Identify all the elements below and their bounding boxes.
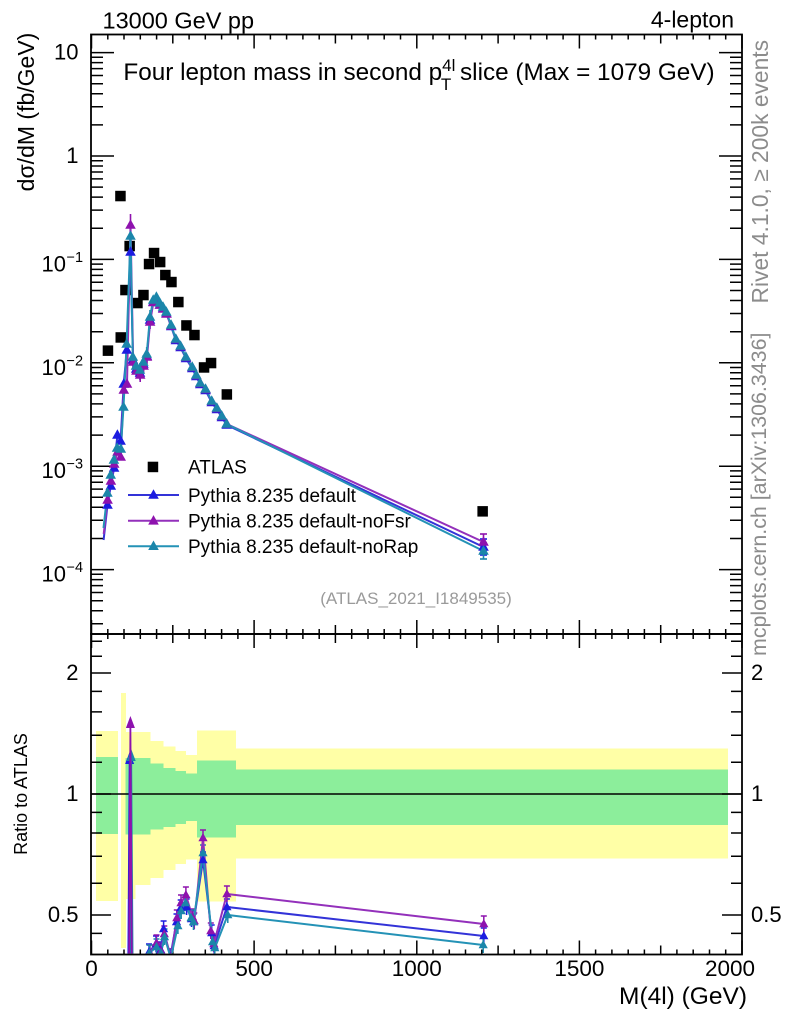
svg-text:2: 2 [66, 660, 78, 685]
svg-text:10: 10 [42, 562, 66, 587]
svg-text:(ATLAS_2021_I1849535): (ATLAS_2021_I1849535) [320, 589, 512, 608]
svg-text:13000 GeV pp: 13000 GeV pp [103, 8, 255, 34]
svg-text:−1: −1 [67, 250, 84, 266]
svg-text:Rivet 4.1.0, ≥ 200k events: Rivet 4.1.0, ≥ 200k events [747, 40, 773, 303]
svg-text:Pythia 8.235 default-noFsr: Pythia 8.235 default-noFsr [188, 512, 412, 533]
svg-text:−3: −3 [67, 457, 84, 473]
svg-text:0.5: 0.5 [751, 902, 782, 927]
svg-text:Pythia 8.235 default-noRap: Pythia 8.235 default-noRap [188, 537, 418, 558]
svg-text:−4: −4 [67, 560, 84, 576]
svg-text:2: 2 [751, 660, 763, 685]
svg-text:10: 10 [42, 458, 66, 483]
svg-text:10: 10 [42, 251, 66, 276]
svg-text:0.5: 0.5 [48, 902, 79, 927]
svg-text:ATLAS: ATLAS [188, 458, 247, 479]
svg-text:1: 1 [751, 781, 763, 806]
svg-text:1000: 1000 [392, 956, 442, 981]
svg-text:500: 500 [235, 956, 273, 981]
svg-text:1: 1 [66, 781, 78, 806]
svg-text:2000: 2000 [705, 956, 755, 981]
svg-text:Pythia 8.235 default: Pythia 8.235 default [188, 486, 357, 507]
svg-text:10: 10 [54, 40, 78, 65]
svg-text:−2: −2 [67, 353, 84, 369]
svg-text:10: 10 [42, 355, 66, 380]
svg-text:Ratio to ATLAS: Ratio to ATLAS [11, 733, 31, 855]
svg-text:0: 0 [85, 956, 98, 981]
svg-text:dσ/dM (fb/GeV): dσ/dM (fb/GeV) [13, 33, 39, 192]
svg-text:1500: 1500 [554, 956, 604, 981]
svg-text:mcplots.cern.ch [arXiv:1306.34: mcplots.cern.ch [arXiv:1306.3436] [747, 333, 771, 656]
svg-text:M(4l) (GeV): M(4l) (GeV) [619, 983, 747, 1010]
svg-text:4-lepton: 4-lepton [651, 7, 734, 33]
svg-text:1: 1 [66, 143, 78, 168]
